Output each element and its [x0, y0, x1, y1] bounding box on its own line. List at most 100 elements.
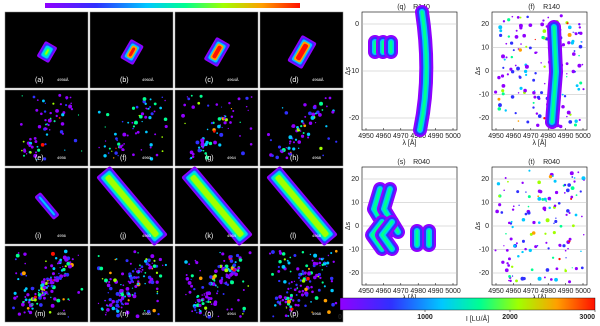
- panel-note: 4968Å: [312, 77, 324, 82]
- speckle: [497, 97, 501, 101]
- speckle: [158, 274, 163, 278]
- speckle: [527, 211, 531, 215]
- speckle: [132, 294, 137, 299]
- speckle: [77, 114, 80, 116]
- speckle: [225, 281, 228, 284]
- speckle: [509, 67, 513, 71]
- speckle: [242, 289, 245, 292]
- speckle: [288, 282, 291, 285]
- speckle: [42, 285, 47, 290]
- speckle: [141, 268, 144, 271]
- speckle: [13, 291, 17, 295]
- speckle: [217, 124, 221, 129]
- speckle: [133, 292, 137, 295]
- speckle: [56, 298, 61, 303]
- speckle: [25, 153, 28, 155]
- speckle: [296, 287, 298, 290]
- speckle: [528, 169, 531, 172]
- speckle: [547, 247, 550, 250]
- speckle: [274, 296, 279, 300]
- speckle: [220, 106, 223, 108]
- speckle: [139, 267, 142, 270]
- speckle: [190, 156, 193, 160]
- speckle: [511, 275, 514, 277]
- speckle: [14, 258, 17, 261]
- speckle: [141, 120, 143, 123]
- panel-label: (i): [35, 233, 41, 240]
- speckle: [24, 262, 27, 265]
- speckle: [128, 272, 132, 276]
- speckle: [135, 276, 138, 279]
- speckle: [24, 298, 28, 302]
- speckle: [140, 265, 144, 269]
- speckle: [303, 103, 307, 107]
- speckle: [161, 150, 164, 153]
- speckle: [44, 127, 47, 129]
- speckle: [536, 123, 540, 127]
- speckle: [32, 95, 36, 99]
- speckle: [23, 148, 26, 152]
- y-axis-label: Δs: [345, 221, 352, 230]
- speckle: [205, 140, 209, 145]
- speckle: [311, 112, 316, 117]
- speckle: [541, 197, 545, 201]
- speckle: [15, 272, 18, 275]
- speckle: [555, 217, 557, 219]
- speckle: [583, 179, 585, 182]
- speckle: [125, 259, 129, 263]
- y-tick-label: 10: [481, 44, 489, 51]
- x-tick-label: 5000: [575, 133, 591, 140]
- speckle: [142, 97, 147, 101]
- speckle: [184, 122, 186, 125]
- speckle: [116, 139, 118, 142]
- panel-label: (f): [528, 4, 535, 11]
- speckle: [519, 26, 523, 30]
- speckle: [59, 266, 61, 269]
- speckle: [109, 277, 112, 281]
- speckle: [37, 291, 40, 294]
- speckle: [508, 279, 510, 282]
- speckle: [100, 307, 104, 310]
- speckle: [237, 266, 241, 270]
- speckle: [242, 310, 245, 313]
- speckle: [507, 35, 511, 38]
- speckle: [553, 222, 555, 225]
- speckle: [223, 282, 225, 284]
- panel-label: (q): [397, 4, 406, 11]
- speckle: [249, 142, 253, 146]
- speckle: [163, 117, 168, 122]
- speckle: [55, 108, 59, 113]
- speckle: [292, 141, 295, 144]
- speckle: [541, 35, 545, 40]
- speckle: [558, 257, 561, 261]
- speckle: [28, 298, 31, 302]
- speckle: [505, 248, 509, 252]
- x-tick-label: 5000: [445, 133, 461, 140]
- speckle: [496, 182, 501, 186]
- speckle: [570, 186, 575, 191]
- speckle: [573, 50, 576, 52]
- bar-layer: [212, 45, 222, 59]
- speckle: [131, 270, 135, 273]
- speckle: [46, 277, 50, 281]
- speckle: [217, 265, 221, 268]
- speckle: [540, 91, 544, 95]
- speckle: [542, 29, 547, 33]
- speckle: [230, 308, 233, 311]
- speckle: [323, 298, 328, 303]
- speckle: [578, 54, 580, 57]
- speckle: [47, 118, 52, 123]
- speckle: [50, 289, 54, 293]
- speckle: [283, 296, 287, 300]
- speckle: [115, 300, 119, 304]
- speckle: [528, 23, 533, 28]
- speckle: [542, 206, 547, 211]
- speckle: [571, 69, 576, 74]
- speckle: [125, 287, 130, 291]
- speckle: [134, 120, 138, 125]
- speckle: [217, 117, 222, 121]
- speckle: [183, 103, 187, 107]
- speckle: [247, 109, 249, 112]
- speckle: [144, 272, 147, 274]
- speckle: [33, 136, 37, 140]
